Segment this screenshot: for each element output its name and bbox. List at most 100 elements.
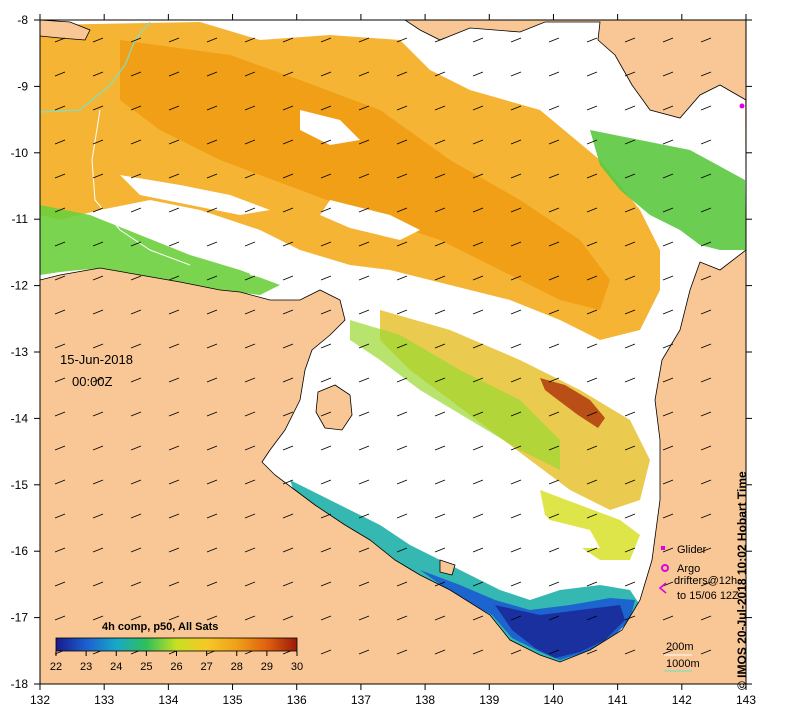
drifter-arrow [510,445,522,451]
drifter-arrow [548,275,560,281]
sst-hot-region [120,40,610,310]
drifter-legend-line2: to 15/06 12Z [677,590,739,602]
drifter-arrow [586,615,598,621]
drifter-arrow [92,411,104,417]
drifter-arrow [700,581,712,587]
drifter-arrow [282,309,294,315]
drifter-arrow [358,411,370,417]
y-tick-label: -9 [17,79,28,93]
drifter-arrow [396,207,408,213]
drifter-arrow [624,241,636,247]
drifter-arrow [396,479,408,485]
drifter-arrow [244,275,256,281]
drifter-arrow [92,37,104,43]
land-new-guinea [404,20,746,119]
colorbar-ticks: 22 23 24 25 26 27 28 29 30 [50,651,303,673]
drifter-arrow [396,615,408,621]
drifter-arrow [472,139,484,145]
drifter-arrow [510,309,522,315]
drifter-arrow [320,411,332,417]
colorbar-title: 4h comp, p50, All Sats [102,621,218,633]
drifter-arrow [282,139,294,145]
drifter-arrow [510,547,522,553]
drifter-arrow [548,105,560,111]
drifter-arrow [206,581,218,587]
drifter-arrow [434,343,446,349]
drifter-arrow [54,173,66,179]
drifter-arrow [624,207,636,213]
drifter-arrow [130,207,142,213]
drifter-arrow [434,207,446,213]
drifter-arrow [206,479,218,485]
drifter-arrow [662,411,674,417]
drifter-arrow [586,207,598,213]
drifter-arrow [624,649,636,655]
land-arnhem-coast [40,249,746,684]
drifter-arrow [510,71,522,77]
drifter-arrow [320,207,332,213]
cloud-gap-6 [420,50,540,100]
drifter-arrow [320,71,332,77]
drifter-arrow [358,343,370,349]
drifter-arrow [130,139,142,145]
drifter-arrow [54,377,66,383]
drifter-arrow [700,547,712,553]
drifter-arrow [130,105,142,111]
drifter-arrow [54,547,66,553]
drifter-arrow [320,377,332,383]
drifter-arrow [434,649,446,655]
drifter-arrow [130,581,142,587]
drifter-arrow [244,615,256,621]
drifter-arrow [700,377,712,383]
x-tick-label: 143 [736,693,756,707]
drifter-arrow [510,479,522,485]
drifter-arrow [282,241,294,247]
drifter-arrow [624,547,636,553]
drifter-arrow [548,445,560,451]
drifter-arrow [130,411,142,417]
cloud-gap-2 [300,110,360,145]
drifter-arrow [662,547,674,553]
drifter-arrow [396,275,408,281]
drifter-arrow [700,309,712,315]
y-tick-label: -13 [11,345,29,359]
drifter-arrow [548,71,560,77]
drifter-arrow [434,445,446,451]
drifter-arrow [92,479,104,485]
drifter-arrow [130,377,142,383]
drifter-arrow [92,71,104,77]
drifter-legend-line1: drifters@12h [674,575,737,587]
drifter-arrow [320,105,332,111]
contour-1000m-label: 1000m [666,658,700,670]
drifter-arrow [358,139,370,145]
drifter-arrow [130,309,142,315]
y-tick-label: -10 [11,146,29,160]
drifter-arrow [510,615,522,621]
drifter-arrow [434,513,446,519]
colorbar-tick-label: 25 [140,661,152,673]
drifter-arrow [244,241,256,247]
drifter-arrow [700,343,712,349]
drifter-arrow [472,411,484,417]
drifter-arrow [92,445,104,451]
drifter-arrow [244,445,256,451]
drifter-arrow [54,139,66,145]
drifter-arrow [434,309,446,315]
drifter-arrow [700,173,712,179]
drifter-arrow [586,479,598,485]
drifter-arrow [282,71,294,77]
drifter-arrow [358,479,370,485]
drifter-arrow [586,173,598,179]
drifter-arrow [510,173,522,179]
drifter-arrow [700,71,712,77]
drifter-arrow [624,173,636,179]
drifter-arrow [54,241,66,247]
drifter-arrow [586,71,598,77]
drifter-arrow [700,479,712,485]
drifter-arrow [358,445,370,451]
drifter-arrow [548,241,560,247]
drifter-arrow [586,105,598,111]
drifter-arrow [244,547,256,553]
drifter-arrow [358,649,370,655]
